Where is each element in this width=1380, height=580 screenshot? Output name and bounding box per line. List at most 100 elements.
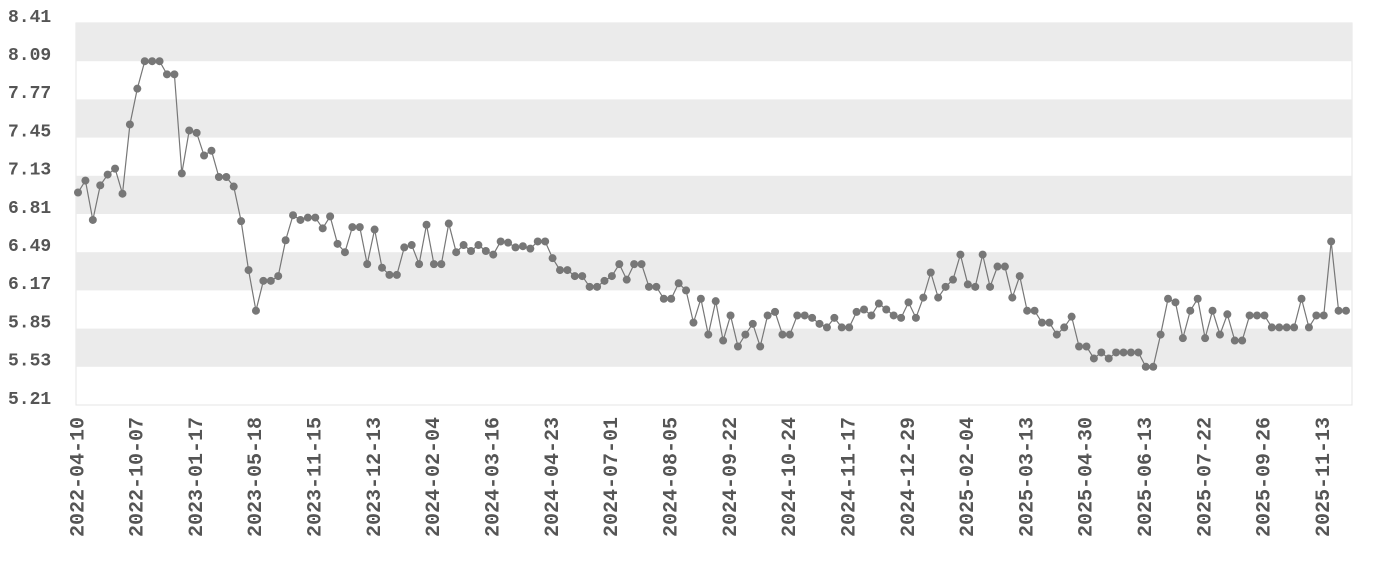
x-tick-label: 2024-08-05 xyxy=(660,417,683,537)
point xyxy=(1075,342,1084,351)
point xyxy=(296,215,305,224)
point xyxy=(689,318,698,327)
point xyxy=(771,307,780,316)
x-tick-label: 2024-09-22 xyxy=(720,417,743,537)
point xyxy=(88,215,97,224)
point xyxy=(185,126,194,135)
point xyxy=(214,172,223,181)
point xyxy=(251,306,260,315)
point xyxy=(815,319,824,328)
point xyxy=(1030,306,1039,315)
point xyxy=(422,220,431,229)
point xyxy=(140,57,149,66)
point xyxy=(1230,336,1239,345)
x-tick-label: 2025-06-13 xyxy=(1135,417,1158,537)
point xyxy=(793,311,802,320)
point xyxy=(111,164,120,173)
point xyxy=(1260,311,1269,320)
point xyxy=(452,248,461,257)
point xyxy=(1201,334,1210,343)
point xyxy=(674,279,683,288)
point xyxy=(719,336,728,345)
point xyxy=(971,282,980,291)
x-tick-label: 2023-11-15 xyxy=(305,417,328,537)
point xyxy=(429,260,438,269)
point xyxy=(963,280,972,289)
y-tick-label: 6.81 xyxy=(8,199,51,219)
point xyxy=(1126,348,1135,357)
point xyxy=(533,237,542,246)
point xyxy=(1097,348,1106,357)
point xyxy=(652,282,661,291)
point xyxy=(281,236,290,245)
point xyxy=(763,311,772,320)
x-tick-label: 2024-12-29 xyxy=(898,417,921,537)
y-tick-label: 7.45 xyxy=(8,122,51,142)
point xyxy=(1023,306,1032,315)
point xyxy=(563,266,572,275)
point xyxy=(155,57,164,66)
point xyxy=(229,182,238,191)
point xyxy=(459,241,468,250)
point xyxy=(756,342,765,351)
x-tick-label: 2025-07-22 xyxy=(1194,417,1217,537)
point xyxy=(1037,318,1046,327)
point xyxy=(96,181,105,190)
point xyxy=(207,146,216,155)
grid-band xyxy=(76,99,1352,138)
point xyxy=(852,307,861,316)
point xyxy=(74,188,82,197)
point xyxy=(518,242,527,251)
point xyxy=(400,243,409,252)
point xyxy=(644,282,653,291)
point xyxy=(808,313,817,322)
point xyxy=(81,176,90,185)
point xyxy=(496,237,505,246)
point xyxy=(1238,336,1247,345)
point xyxy=(311,213,320,222)
point xyxy=(1156,330,1165,339)
x-tick-label: 2025-04-30 xyxy=(1076,417,1099,537)
point xyxy=(1141,362,1150,371)
point xyxy=(125,120,134,129)
point xyxy=(860,305,869,314)
point xyxy=(1186,306,1195,315)
x-tick-label: 2025-03-13 xyxy=(1016,417,1039,537)
point xyxy=(467,247,476,256)
point xyxy=(726,311,735,320)
point xyxy=(578,272,587,281)
point xyxy=(274,272,283,281)
x-tick-label: 2024-03-16 xyxy=(483,417,506,537)
point xyxy=(363,260,372,269)
point xyxy=(222,172,231,181)
x-tick-label: 2024-10-24 xyxy=(779,417,802,537)
point xyxy=(897,313,906,322)
point xyxy=(667,294,676,303)
point xyxy=(489,250,498,259)
point xyxy=(355,223,364,232)
grid-band xyxy=(76,175,1352,214)
x-tick-label: 2025-09-26 xyxy=(1254,417,1277,537)
point xyxy=(934,293,943,302)
point xyxy=(1223,310,1232,319)
point xyxy=(741,330,750,339)
point xyxy=(1089,354,1098,363)
x-tick-label: 2023-12-13 xyxy=(364,417,387,537)
point xyxy=(266,276,275,285)
point xyxy=(1245,311,1254,320)
point xyxy=(986,282,995,291)
point xyxy=(1171,298,1180,307)
point xyxy=(370,225,379,234)
point xyxy=(822,323,831,332)
point xyxy=(1178,334,1187,343)
point xyxy=(444,219,453,228)
point xyxy=(1275,323,1284,332)
point xyxy=(200,151,209,160)
x-tick-label: 2025-02-04 xyxy=(957,417,980,537)
point xyxy=(785,330,794,339)
point xyxy=(637,260,646,269)
y-tick-label: 6.17 xyxy=(8,275,51,295)
point xyxy=(1267,323,1276,332)
x-tick-label: 2023-01-17 xyxy=(186,417,209,537)
point xyxy=(845,323,854,332)
